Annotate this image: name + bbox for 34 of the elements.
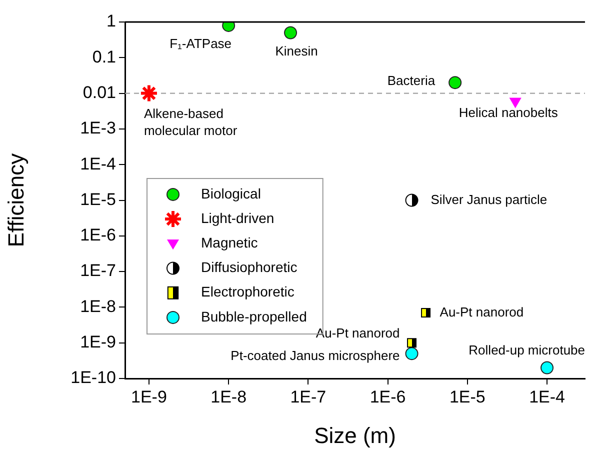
annotation: Alkene-based molecular motor bbox=[144, 106, 238, 138]
y-tick-label: 1E-6 bbox=[80, 226, 116, 245]
annotation: Au-Pt nanorod bbox=[440, 304, 524, 320]
legend-label: Bubble-propelled bbox=[201, 308, 307, 324]
x-tick-label: 1E-6 bbox=[370, 387, 406, 406]
x-tick-label: 1E-8 bbox=[210, 387, 247, 406]
y-tick-label: 1E-8 bbox=[80, 296, 116, 316]
y-tick-label: 1E-10 bbox=[70, 368, 116, 388]
y-tick-label: 1E-9 bbox=[80, 332, 116, 352]
y-tick-label: 1E-3 bbox=[80, 118, 116, 138]
y-tick-label: 0.01 bbox=[82, 82, 116, 102]
annotation: Helical nanobelts bbox=[458, 104, 558, 120]
legend-label: Biological bbox=[201, 185, 261, 202]
x-tick-label: 1E-5 bbox=[449, 387, 486, 406]
x-tick-label: 1E-9 bbox=[131, 387, 167, 406]
legend-label: Magnetic bbox=[201, 234, 258, 251]
y-tick-label: 1 bbox=[106, 12, 116, 31]
legend-label: Diffusiophoretic bbox=[201, 259, 298, 276]
legend-label: Electrophoretic bbox=[201, 284, 294, 300]
annotation: Bacteria bbox=[387, 73, 436, 88]
annotation: Rolled-up microtube bbox=[468, 342, 586, 358]
legend-label: Light-driven bbox=[201, 210, 274, 226]
annotation: Pt-coated Janus microsphere bbox=[230, 348, 400, 364]
y-tick-label: 1E-5 bbox=[80, 190, 116, 209]
annotation: F₁-ATPase bbox=[170, 36, 232, 52]
x-tick-label: 1E-7 bbox=[290, 387, 326, 406]
x-tick-label: 1E-4 bbox=[529, 387, 565, 406]
annotation: Silver Janus particle bbox=[430, 192, 548, 207]
annotation: Kinesin bbox=[275, 43, 318, 58]
x-axis-title: Size (m) bbox=[314, 422, 396, 448]
y-axis-title: Efficiency bbox=[3, 153, 28, 248]
y-tick-label: 1E-7 bbox=[80, 261, 116, 280]
y-tick-label: 1E-4 bbox=[80, 154, 116, 174]
y-tick-label: 0.1 bbox=[92, 47, 116, 66]
